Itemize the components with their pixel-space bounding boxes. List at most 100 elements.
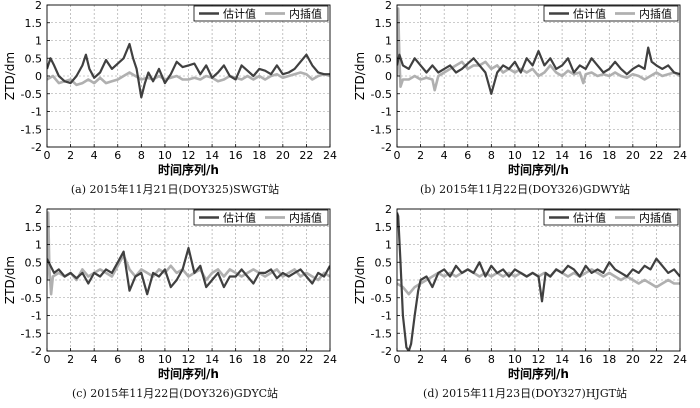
y-tick-label-d-8: 2	[385, 204, 392, 216]
y-tick-label-c-1: -1.5	[21, 327, 42, 340]
x-tick-label-a-8: 16	[229, 149, 243, 162]
y-tick-label-a-6: 1	[35, 35, 42, 48]
series-interp-line-b	[397, 7, 680, 92]
legend-label-c-0: 估计值	[223, 212, 256, 225]
subplot-c: 0 2 4 6 8 10 12 14 16 18 20 22 24 -2 -1.5 -1 -0.5 0 0.5 1 1.…	[0, 204, 350, 408]
x-tick-label-b-6: 12	[532, 149, 546, 162]
y-tick-label-b-2: -1	[381, 106, 392, 119]
subplot-d: 0 2 4 6 8 10 12 14 16 18 20 22 24 -2 -1.5 -1 -0.5 0 0.5 1 1.…	[350, 204, 700, 408]
x-tick-label-d-10: 20	[626, 353, 640, 366]
y-tick-label-b-0: -2	[381, 141, 392, 154]
y-axis-label-c: ZTD/dm	[3, 256, 17, 304]
y-axis-label-d: ZTD/dm	[353, 256, 367, 304]
y-tick-label-b-7: 1.5	[375, 17, 393, 30]
chart-b-svg: 0 2 4 6 8 10 12 14 16 18 20 22 24-2-1.5-1-0.500.511.…	[353, 0, 687, 177]
x-tick-label-a-3: 6	[114, 149, 121, 162]
x-tick-label-d-7: 14	[555, 353, 569, 366]
y-tick-label-a-8: 2	[35, 0, 42, 12]
x-tick-label-c-5: 10	[158, 353, 172, 366]
x-tick-label-b-4: 8	[488, 149, 495, 162]
y-tick-label-a-1: -1.5	[21, 123, 42, 136]
x-tick-label-b-7: 14	[555, 149, 569, 162]
x-tick-label-c-12: 24	[323, 353, 337, 366]
y-tick-label-c-4: 0	[35, 274, 42, 287]
legend-label-b-1: 内插值	[639, 7, 672, 21]
legend-label-c-1: 内插值	[289, 211, 322, 225]
caption-b: (b) 2015年11月22日(DOY326)GDWY站	[420, 183, 630, 196]
x-tick-label-b-3: 6	[464, 149, 471, 162]
caption-c: (c) 2015年11月22日(DOY326)GDYC站	[72, 387, 278, 400]
y-tick-label-b-1: -1.5	[371, 123, 392, 136]
y-axis-label-a: ZTD/dm	[3, 52, 17, 100]
y-tick-label-a-2: -1	[31, 106, 42, 119]
x-tick-label-d-2: 4	[441, 353, 448, 366]
x-tick-label-c-2: 4	[91, 353, 98, 366]
y-tick-label-c-3: -0.5	[21, 292, 42, 305]
x-tick-label-d-3: 6	[464, 353, 471, 366]
y-tick-label-d-1: -1.5	[371, 327, 392, 340]
x-tick-label-d-12: 24	[673, 353, 687, 366]
x-tick-label-d-1: 2	[417, 353, 424, 366]
y-tick-label-c-0: -2	[31, 345, 42, 358]
x-tick-label-d-0: 0	[394, 353, 401, 366]
x-tick-label-b-12: 24	[673, 149, 687, 162]
caption-a: (a) 2015年11月21日(DOY325)SWGT站	[70, 183, 280, 196]
subplot-b: 0 2 4 6 8 10 12 14 16 18 20 22 24 -2 -1.5 -1 -0.5 0 0.5 1 1.…	[350, 0, 700, 204]
x-tick-label-c-8: 16	[229, 353, 243, 366]
legend-label-b-0: 估计值	[573, 8, 606, 21]
y-axis-label-b: ZTD/dm	[353, 52, 367, 100]
series-estimate-line-c	[47, 246, 330, 296]
y-tick-label-a-4: 0	[35, 70, 42, 83]
y-tick-label-b-3: -0.5	[371, 88, 392, 101]
y-tick-label-c-2: -1	[31, 310, 42, 323]
legend-label-a-0: 估计值	[223, 8, 256, 21]
caption-d: (d) 2015年11月23日(DOY327)HJGT站	[423, 387, 627, 400]
x-tick-label-c-4: 8	[138, 353, 145, 366]
x-tick-label-b-11: 22	[649, 149, 663, 162]
x-tick-label-c-9: 18	[252, 353, 266, 366]
x-tick-label-b-10: 20	[626, 149, 640, 162]
y-tick-label-d-2: -1	[381, 310, 392, 323]
y-tick-label-c-6: 1	[35, 239, 42, 252]
series-estimate-line-a	[47, 42, 330, 99]
x-tick-label-d-8: 16	[579, 353, 593, 366]
y-tick-label-a-3: -0.5	[21, 88, 42, 101]
y-tick-label-d-6: 1	[385, 239, 392, 252]
x-axis-label-a: 时间序列/h	[158, 162, 219, 177]
y-tick-label-b-5: 0.5	[375, 52, 393, 65]
y-tick-label-d-3: -0.5	[371, 292, 392, 305]
x-tick-label-a-9: 18	[252, 149, 266, 162]
x-tick-label-b-5: 10	[508, 149, 522, 162]
y-tick-label-d-0: -2	[381, 345, 392, 358]
x-tick-label-c-11: 22	[299, 353, 313, 366]
legend-box-a	[193, 5, 329, 22]
x-tick-label-b-8: 16	[579, 149, 593, 162]
chart-c-svg: 0 2 4 6 8 10 12 14 16 18 20 22 24-2-1.5-1-0.500.511.…	[3, 204, 337, 381]
y-tick-label-b-8: 2	[385, 0, 392, 12]
chart-a-svg: 0 2 4 6 8 10 12 14 16 18 20 22 24-2-1.5-1-0.500.511.…	[3, 0, 337, 177]
series-interp-line-a	[47, 71, 330, 87]
y-tick-label-d-7: 1.5	[375, 221, 393, 234]
legend-label-d-0: 估计值	[573, 212, 606, 225]
x-tick-label-a-1: 2	[67, 149, 74, 162]
chart-d-svg: 0 2 4 6 8 10 12 14 16 18 20 22 24-2-1.5-1-0.500.511.…	[353, 204, 687, 381]
y-tick-label-a-5: 0.5	[25, 52, 43, 65]
x-tick-label-d-4: 8	[488, 353, 495, 366]
x-axis-label-c: 时间序列/h	[158, 366, 219, 381]
x-tick-label-c-3: 6	[114, 353, 121, 366]
series-estimate-line-d	[397, 212, 680, 351]
x-tick-label-a-5: 10	[158, 149, 172, 162]
x-tick-label-d-6: 12	[532, 353, 546, 366]
legend-label-d-1: 内插值	[639, 211, 672, 225]
x-tick-label-b-9: 18	[602, 149, 616, 162]
x-axis-label-b: 时间序列/h	[508, 162, 569, 177]
y-tick-label-c-7: 1.5	[25, 221, 43, 234]
legend-box-d	[543, 209, 679, 226]
legend-box-c	[193, 209, 329, 226]
y-tick-label-c-5: 0.5	[25, 256, 43, 269]
x-tick-label-b-0: 0	[394, 149, 401, 162]
x-tick-label-b-2: 4	[441, 149, 448, 162]
subplot-a: 0 2 4 6 8 10 12 14 16 18 20 22 24 -2 -1.5 -1 -0.5 0 0.5 1 1.…	[0, 0, 350, 204]
x-tick-label-c-6: 12	[182, 353, 196, 366]
